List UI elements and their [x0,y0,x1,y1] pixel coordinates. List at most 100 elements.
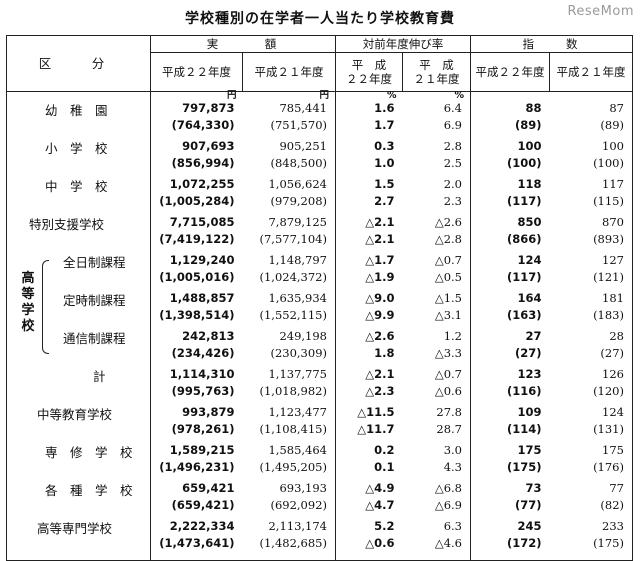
cell-growth-h22-paren-value: 1.7 [374,118,395,132]
cell-growth-h21-value: △0.7 [434,367,462,381]
cell-index-h22-paren-value: (116) [506,384,542,398]
cell-growth-h21-paren-value: 2.5 [443,156,462,170]
row-label: 専 修 学 校 [45,445,133,460]
cell-amount-h22: 1,114,310 (995,763) [150,366,243,404]
cell-amount-h22-value: 1,129,240 [169,253,235,267]
cell-index-h22: 109 (114) [470,404,550,442]
table-row: 中 学 校 1,072,255 (1,005,284) 1,056,624 (979,2… [6,176,633,214]
row-label-cell: 全日制課程 [6,252,151,290]
cell-index-h22-value: 88 [525,101,542,115]
cell-amount-h21-value: 905,251 [279,139,327,153]
table-row: 中等教育学校 993,879 (978,261) 1,123,477 (1,108,41… [6,404,633,442]
cell-amount-h22-paren-value: (978,261) [171,422,235,436]
cell-index-h21-value: 77 [609,481,624,495]
row-label-cell: 中等教育学校 [6,404,151,442]
cell-index-h21-paren-value: (183) [593,308,624,322]
cell-growth-h21: △2.6 △2.8 [403,214,471,252]
cell-amount-h22-value: 659,421 [182,481,235,495]
cell-growth-h22: △1.7 △1.9 [335,252,403,290]
cell-amount-h21-paren-value: (1,495,205) [259,460,327,474]
cell-growth-h21: 27.8 28.7 [403,404,471,442]
cell-index-h21-paren-value: (82) [600,498,624,512]
cell-growth-h22: 1.5 2.7 [335,176,403,214]
row-label: 小 学 校 [45,141,108,156]
cell-amount-h21-value: 1,123,477 [268,405,327,419]
row-label-cell: 幼 稚 園 [6,100,151,138]
cell-index-h21-value: 28 [609,329,624,343]
row-label: 各 種 学 校 [45,483,133,498]
unit-yen-h21: 円 [319,90,329,101]
cell-growth-h22: 1.6 1.7 [335,100,403,138]
row-label: 中 学 校 [45,179,108,194]
cell-amount-h22: 993,879 (978,261) [150,404,243,442]
cell-amount-h22-value: 797,873 [182,101,235,115]
cell-amount-h21: 693,193 (692,092) [243,480,336,518]
cell-growth-h22-value: △1.7 [365,253,395,267]
cell-index-h21-paren-value: (89) [600,118,624,132]
cell-index-h21-paren-value: (175) [593,536,624,550]
cell-growth-h22-paren-value: 1.8 [374,346,395,360]
cell-growth-h21-value: 1.2 [443,329,462,343]
cell-growth-h22-paren-value: 2.7 [374,194,395,208]
cell-amount-h21-paren-value: (1,482,685) [259,536,327,550]
row-label-cell: 特別支援学校 [6,214,151,252]
row-label-cell: 計 [6,366,151,404]
cell-amount-h21: 1,148,797 (1,024,372) [243,252,336,290]
cell-growth-h21-paren-value: △0.6 [434,384,462,398]
cell-amount-h21: 905,251 (848,500) [243,138,336,176]
header-index-h21: 平成２１年度 [549,52,633,92]
cell-index-h21: 181 (183) [549,290,633,328]
cell-index-h22: 850 (866) [470,214,550,252]
cell-growth-h22: △2.1 △2.3 [335,366,403,404]
cell-index-h22-value: 175 [517,443,542,457]
cell-growth-h22-value: △9.0 [365,291,395,305]
cell-index-h22-paren-value: (117) [506,194,542,208]
cell-index-h21: 126 (120) [549,366,633,404]
cell-index-h22-paren-value: (163) [506,308,542,322]
row-label-cell: 小 学 校 [6,138,151,176]
cell-growth-h21-paren-value: △3.3 [434,346,462,360]
cell-growth-h22-paren-value: 1.0 [374,156,395,170]
cell-growth-h22-paren-value: △4.7 [365,498,395,512]
cell-amount-h22-value: 1,488,857 [169,291,235,305]
row-label: 全日制課程 [63,255,126,270]
cell-index-h21-value: 175 [602,443,624,457]
cell-amount-h21-paren-value: (1,108,415) [259,422,327,436]
cell-index-h22-paren-value: (172) [506,536,542,550]
cell-amount-h22-value: 242,813 [182,329,235,343]
cell-growth-h21-paren-value: △3.1 [434,308,462,322]
row-label-cell: 専 修 学 校 [6,442,151,480]
cell-index-h21: 233 (175) [549,518,633,561]
cell-amount-h22-paren-value: (1,496,231) [159,460,235,474]
cell-growth-h22-paren-value: △11.7 [357,422,395,436]
cell-growth-h21-value: 6.3 [443,519,462,533]
cell-index-h22-value: 118 [517,177,542,191]
table-row: 小 学 校 907,693 (856,994) 905,251 (848,500) 0.3… [6,138,633,176]
cell-amount-h21-value: 1,635,934 [268,291,327,305]
high-school-bracket [42,260,49,354]
cell-amount-h22-value: 993,879 [182,405,235,419]
header-amount-h21: 平成２１年度 [242,52,336,92]
cell-growth-h21: 2.0 2.3 [403,176,471,214]
cell-amount-h22-paren-value: (1,398,514) [159,308,235,322]
header-growth-h21: 平 成 ２１年度 [402,52,471,92]
cell-index-h21-paren-value: (115) [593,194,624,208]
cell-growth-h21-value: △1.5 [434,291,462,305]
row-label: 幼 稚 園 [45,103,108,118]
cell-growth-h21: △6.8 △6.9 [403,480,471,518]
cell-growth-h21: 6.4 6.9 [403,100,471,138]
cell-amount-h21-value: 1,148,797 [268,253,327,267]
cell-growth-h21-paren-value: △0.5 [434,270,462,284]
cell-index-h22: 124 (117) [470,252,550,290]
cell-amount-h21: 1,585,464 (1,495,205) [243,442,336,480]
cell-index-h22-value: 100 [517,139,542,153]
row-label-cell: 中 学 校 [6,176,151,214]
cell-amount-h21-paren-value: (1,024,372) [259,270,327,284]
high-school-label: 高 等 学 校 [21,271,35,334]
cell-growth-h22-value: 1.6 [374,101,395,115]
cell-amount-h22-value: 1,589,215 [169,443,235,457]
cell-amount-h22-paren-value: (1,473,641) [159,536,235,550]
row-label-cell: 高等専門学校 [6,518,151,561]
cell-amount-h21-paren-value: (848,500) [270,156,327,170]
